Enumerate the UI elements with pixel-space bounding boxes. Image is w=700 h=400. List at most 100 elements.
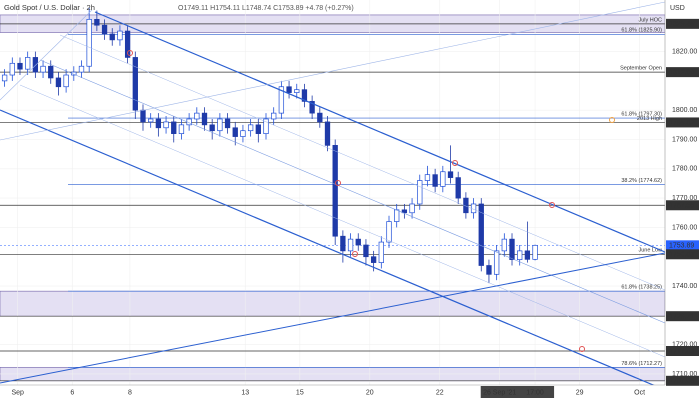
candle-body (324, 121, 331, 146)
price-tag-bg (666, 346, 699, 357)
candle-body (286, 86, 292, 93)
candle-body (317, 112, 323, 123)
y-tick-label: 1790.00 (672, 136, 697, 143)
pivot-marker (452, 160, 458, 166)
candle-body (486, 265, 492, 275)
candle-body (524, 250, 531, 260)
candle-body (432, 174, 438, 187)
y-tick-label: 1770.00 (672, 195, 697, 202)
channel-mid (39, 59, 666, 324)
candle-body (409, 203, 415, 214)
candle-body (63, 74, 69, 88)
candle-body (48, 65, 54, 79)
fib-label: 38.2% (1774.62) (621, 178, 662, 184)
price-tag-bg (666, 117, 699, 128)
rising-trendline (0, 252, 666, 384)
candle-body (455, 177, 461, 199)
channel-lower (0, 109, 666, 391)
candle-body (40, 65, 46, 73)
pivot-marker (579, 346, 585, 352)
price-tag: 1707.66 (669, 378, 694, 385)
pivot-marker (609, 117, 615, 123)
price-tag: 1795.82 (669, 120, 694, 127)
price-tag: 1750.83 (669, 252, 694, 259)
candle-body (171, 121, 177, 134)
pivot-marker (352, 251, 358, 257)
trend-lines (0, 1, 666, 391)
ohlc-summary: O1749.11 H1754.11 L1748.74 C1753.89 +4.7… (178, 5, 354, 12)
price-tag-bg (666, 200, 699, 211)
candle-body (447, 171, 454, 178)
y-tick-label: 1760.00 (672, 224, 697, 231)
price-tag-bg (666, 18, 699, 29)
candle-body (155, 118, 162, 129)
y-tick-label: 1800.00 (672, 107, 697, 114)
candle-body (517, 250, 523, 261)
level-note: July HOC (638, 17, 662, 23)
candle-body (1, 74, 8, 82)
price-tag-bg (666, 240, 699, 251)
candle-body (201, 112, 208, 126)
x-tick-label: 17:00 (526, 389, 544, 396)
candle-body (347, 238, 354, 252)
candle-body (209, 124, 215, 132)
candle-body (478, 203, 484, 266)
candle-body (417, 180, 423, 205)
y-tick-label: 1740.00 (672, 283, 697, 290)
y-tick-label: 1710.00 (672, 371, 697, 378)
candle-body (424, 174, 431, 181)
candle-body (224, 118, 231, 129)
crosshair-label-bg (516, 386, 555, 398)
candle-body (163, 121, 169, 129)
pivot-marker (335, 180, 341, 186)
price-tag-bg (666, 249, 699, 260)
support-zone (0, 290, 666, 317)
candle-body (55, 77, 62, 88)
pivot-marker (127, 50, 133, 56)
candle-body (232, 127, 238, 137)
candle-body (247, 124, 254, 132)
candle-body (386, 221, 392, 243)
price-tag: 1729.71 (669, 314, 694, 321)
channel-upper (94, 11, 666, 253)
x-tick-label: 13 (241, 389, 249, 396)
fib-label: 61.8% (1738.25) (621, 285, 662, 291)
candle-body (309, 101, 315, 114)
fib-label: 78.6% (1712.27) (621, 361, 662, 367)
currency: USD (670, 5, 685, 12)
candle-body (32, 57, 39, 73)
fib-label: 61.8% (1825.90) (621, 28, 662, 34)
candle-body (17, 62, 23, 70)
candle-body (370, 256, 377, 263)
candle-body (501, 238, 507, 252)
candle-body (9, 62, 15, 76)
candle-body (194, 112, 200, 120)
candle-body (240, 130, 246, 137)
y-tick-label: 1780.00 (672, 166, 697, 173)
pivot-marker (549, 202, 555, 208)
plot-area: 61.8% (1825.90) 61.8% (1797.30) 38.2% (177… (0, 0, 666, 385)
slope-line (0, 1, 666, 141)
candle-body (532, 244, 538, 260)
price-tag-bg (666, 67, 699, 78)
candle-body (463, 197, 469, 214)
candle-body (124, 30, 131, 58)
fib-label: 61.8% (1797.30) (621, 112, 662, 118)
price-tag: 1829.46 (669, 21, 694, 28)
candle-body (294, 89, 300, 93)
x-tick-label: 26 Sep '21 (483, 389, 516, 396)
price-axis (665, 0, 700, 400)
crosshair-label-bg (480, 386, 519, 398)
level-note: September Open (620, 66, 662, 72)
channel-quarter (59, 34, 666, 291)
candle-body (493, 250, 500, 275)
y-tick-label: 1820.00 (672, 48, 697, 55)
x-tick-label: 22 (436, 389, 444, 396)
candle-body (178, 124, 185, 134)
x-tick-label: Sep (11, 389, 24, 396)
candle-body (94, 18, 100, 26)
price-tag: 1753.89 (669, 243, 694, 250)
candle-body (255, 124, 261, 134)
